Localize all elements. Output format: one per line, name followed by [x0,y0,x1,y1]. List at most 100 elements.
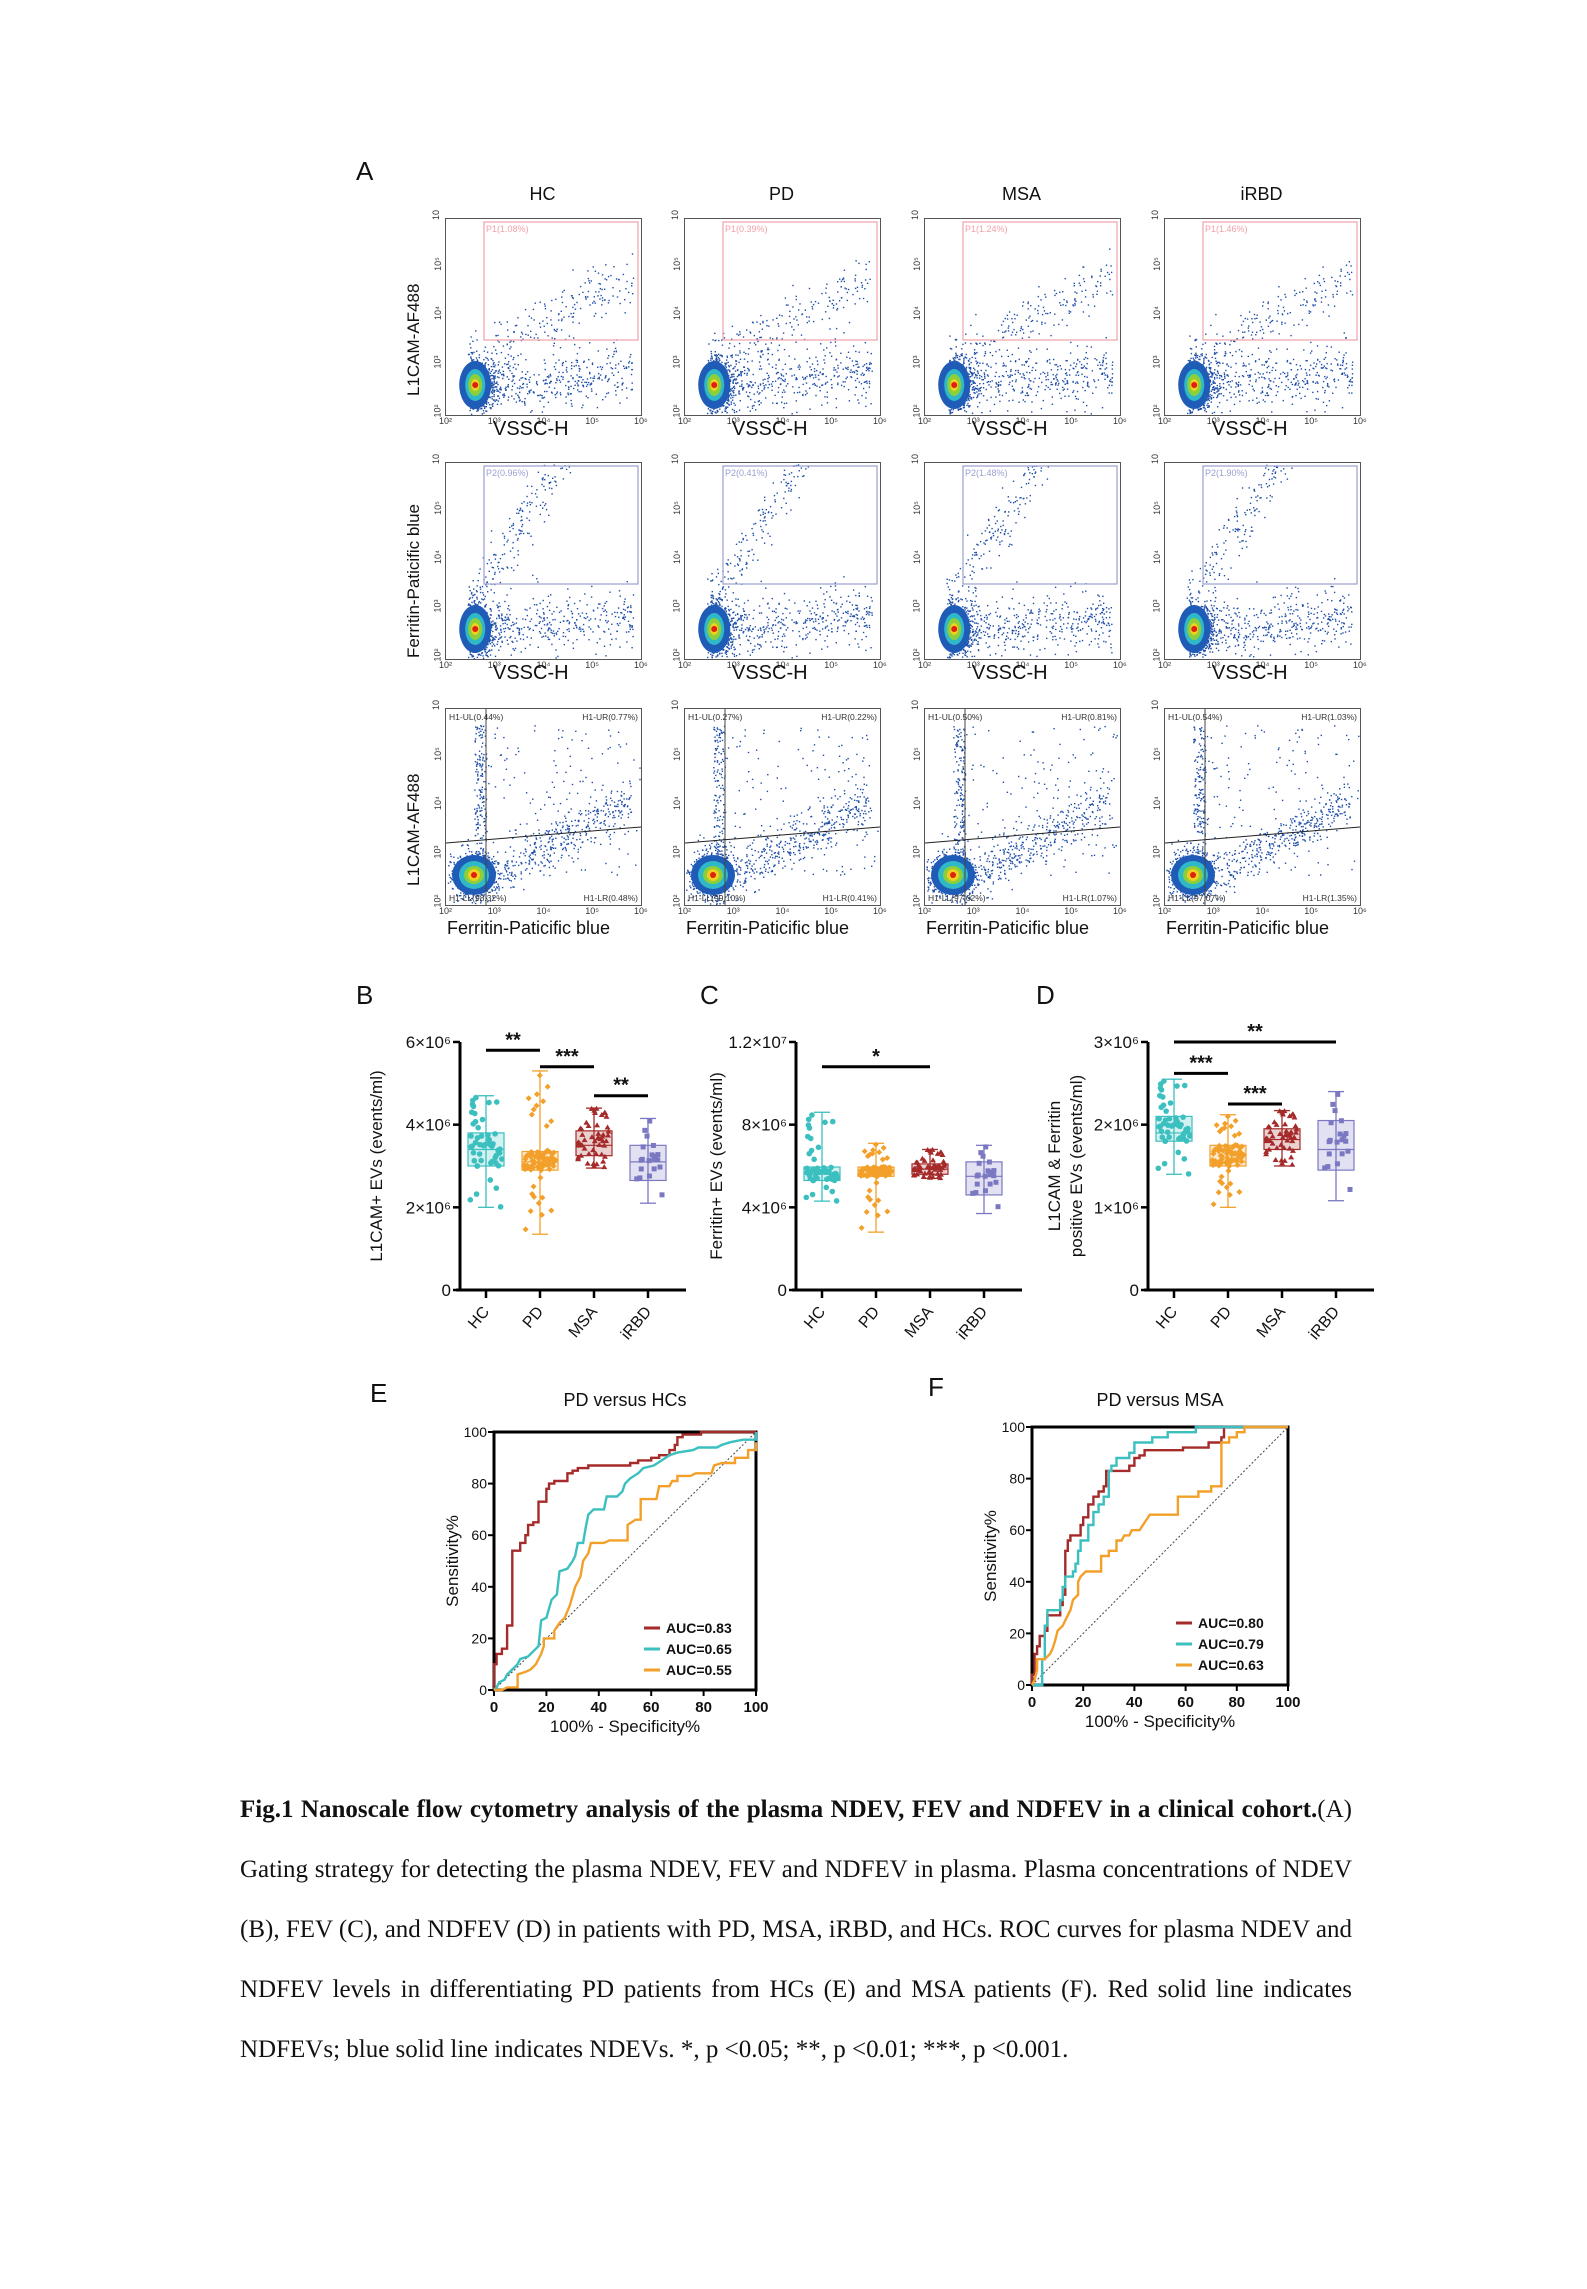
data-point [552,1157,559,1164]
data-point [1164,1129,1171,1136]
data-point [873,1166,880,1173]
data-point [810,1177,817,1184]
data-point [495,1162,502,1169]
gate-label: P2(0.96%) [486,468,529,478]
x-tick-label: 10⁶ [1353,416,1367,426]
data-point [532,1153,539,1160]
x-tick-label: 10⁵ [1304,416,1318,426]
x-tick-label: 10³ [487,660,501,670]
y-axis-label: positive EVs (events/ml) [1067,1075,1086,1257]
data-point [875,1197,882,1204]
data-point [865,1171,872,1178]
data-point [884,1208,891,1215]
data-point [858,1224,865,1231]
flow-events [467,464,635,659]
y-axis-label: L1CAM & Ferritin [1045,1101,1064,1231]
y-tick-label: 10⁵ [911,257,922,271]
data-point [991,1168,997,1174]
legend-label: AUC=0.79 [1198,1636,1264,1652]
data-point [581,1137,588,1143]
data-point [1327,1137,1333,1143]
data-point [884,1166,891,1173]
x-tick-label: 80 [1228,1694,1245,1711]
gate-label: P1(0.39%) [725,224,768,234]
y-tick-label: 10 [1150,209,1161,221]
x-tick-label: 10² [678,906,692,916]
data-point [881,1171,888,1178]
data-point [1157,1085,1164,1091]
data-point [469,1101,476,1108]
data-point [538,1167,545,1174]
data-point [474,1135,481,1141]
data-point [915,1162,922,1168]
data-point [1221,1124,1228,1131]
data-point [939,1151,946,1157]
x-tick-label: 10⁴ [536,660,551,670]
data-point [1225,1147,1232,1154]
y-tick-label: 10⁴ [1151,550,1162,564]
flow-x-axis-label: VSSC-H [493,418,569,440]
flow-x-axis-label: VSSC-H [732,418,808,440]
data-point [1174,1083,1180,1089]
data-point [539,1163,546,1170]
data-point [468,1109,475,1116]
quadrant-ur-label: H1-UR(0.77%) [582,712,638,722]
data-point [1226,1191,1233,1198]
data-point [530,1183,537,1190]
x-tick-label: 10⁶ [873,416,887,426]
data-point [833,1198,840,1204]
data-point [601,1109,608,1115]
y-tick-label: 10² [1151,894,1162,908]
data-point [858,1172,865,1179]
roc-curve-2 [1032,1425,1288,1687]
data-point [1218,1156,1225,1163]
density-core [1171,855,1215,895]
x-tick-label: 10⁵ [1304,906,1318,916]
y-tick-label: 10² [671,648,682,662]
flow-column-title: iRBD [1240,184,1283,204]
data-point [526,1151,533,1158]
data-point [930,1157,937,1163]
quadrant-ur-label: H1-UR(1.03%) [1301,712,1357,722]
box-iRBD [629,1117,667,1204]
gate-label: P1(1.24%) [965,224,1008,234]
density-core [1178,605,1211,653]
data-point [649,1152,655,1158]
y-tick-label: 0 [442,1281,451,1300]
flow-x-axis-label: VSSC-H [1212,418,1288,440]
y-tick-label: 60 [1009,1522,1025,1538]
flow-plot: P2(1.90%) [1164,462,1361,660]
significance-label: * [872,1046,880,1068]
y-axis-label: Sensitivity% [981,1510,1000,1602]
plot-frame [1030,1425,1290,1687]
panel-label-f: F [928,1372,944,1402]
x-tick-label: MSA [1254,1303,1290,1340]
data-point [1210,1162,1217,1169]
y-tick-label: 10³ [911,355,922,369]
data-point [1155,1165,1162,1172]
data-point [634,1176,640,1182]
x-tick-label: 100 [743,1699,768,1716]
data-point [522,1153,529,1160]
y-tick-label: 10² [911,648,922,662]
data-point [492,1154,499,1161]
data-point [866,1187,873,1194]
data-point [657,1164,663,1170]
data-point [982,1188,988,1194]
data-point [598,1151,605,1157]
data-point [576,1140,583,1146]
significance-label: ** [1247,1021,1263,1043]
data-point [823,1184,830,1191]
x-tick-label: MSA [566,1303,602,1340]
data-point [651,1166,657,1172]
data-point [581,1145,588,1151]
y-tick-label: 10² [671,404,682,418]
x-tick-label: 10³ [726,660,740,670]
data-point [1292,1123,1299,1129]
box-iRBD [1317,1090,1355,1202]
data-point [1267,1138,1274,1144]
data-point [914,1159,921,1165]
data-point [584,1160,591,1166]
data-point [535,1200,542,1207]
legend-label: AUC=0.63 [1198,1657,1264,1673]
